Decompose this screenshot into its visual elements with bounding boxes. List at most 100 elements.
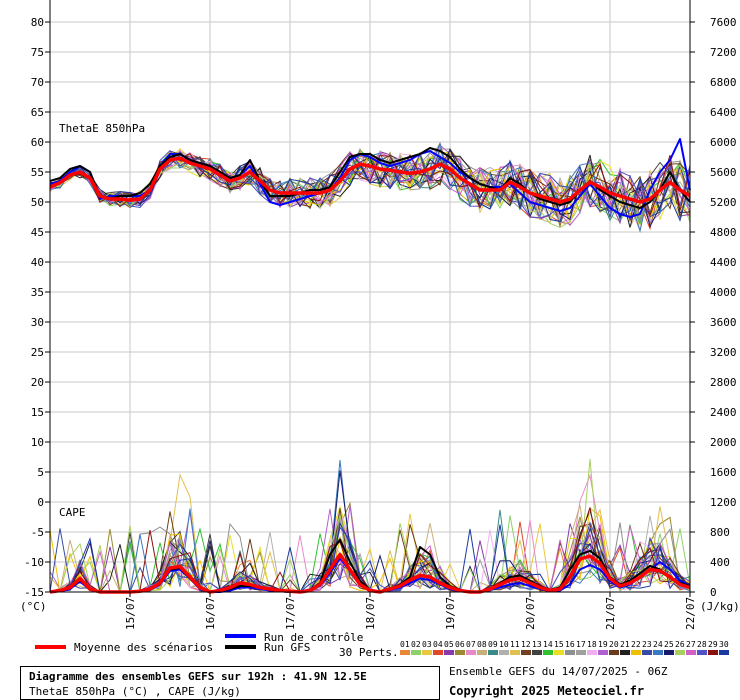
right-tick-label: 3200 <box>710 346 737 359</box>
pert-number-label: 17 <box>576 640 586 649</box>
left-tick-label: 55 <box>31 166 44 179</box>
ensemble-chart: 80757065605550454035302520151050-5-10-15… <box>20 0 740 659</box>
right-tick-label: 6400 <box>710 106 737 119</box>
left-tick-label: 25 <box>31 346 44 359</box>
pert-number-label: 29 <box>708 640 718 649</box>
right-tick-label: 6000 <box>710 136 737 149</box>
pert-color-swatch <box>576 650 586 655</box>
left-tick-label: 70 <box>31 76 44 89</box>
pert-color-swatch <box>532 650 542 655</box>
left-tick-label: 10 <box>31 436 44 449</box>
pert-number-label: 27 <box>686 640 696 649</box>
pert-number-label: 11 <box>510 640 520 649</box>
thetae-panel-label: ThetaE 850hPa <box>59 122 145 135</box>
x-tick-label: 17/07 <box>284 597 297 630</box>
legend-control-label: Run de contrôle <box>264 631 363 644</box>
pert-color-swatch <box>587 650 597 655</box>
pert-number-label: 21 <box>620 640 630 649</box>
right-tick-label: 0 <box>710 586 717 599</box>
right-tick-label: 400 <box>710 556 730 569</box>
right-axis-unit: (J/kg) <box>700 600 740 613</box>
thetae-mean-line <box>49 156 691 204</box>
right-tick-label: 2000 <box>710 436 737 449</box>
pert-number-label: 30 <box>719 640 729 649</box>
pert-color-swatch <box>675 650 685 655</box>
pert-number-label: 12 <box>521 640 531 649</box>
left-tick-label: 20 <box>31 376 44 389</box>
left-axis-unit: (°C) <box>20 600 47 613</box>
pert-number-label: 06 <box>455 640 465 649</box>
left-tick-label: 15 <box>31 406 44 419</box>
left-tick-label: 80 <box>31 16 44 29</box>
pert-color-swatch <box>466 650 476 655</box>
pert-number-label: 22 <box>631 640 641 649</box>
cape-panel-label: CAPE <box>59 506 86 519</box>
left-tick-label: -5 <box>31 526 44 539</box>
pert-color-swatch <box>708 650 718 655</box>
pert-color-swatch <box>455 650 465 655</box>
chart-title: Diagramme des ensembles GEFS sur 192h : … <box>29 670 367 683</box>
pert-number-label: 19 <box>598 640 608 649</box>
pert-color-swatch <box>664 650 674 655</box>
pert-number-label: 25 <box>664 640 674 649</box>
pert-color-swatch <box>400 650 410 655</box>
x-tick-label: 21/07 <box>604 597 617 630</box>
pert-color-swatch <box>411 650 421 655</box>
pert-color-swatch <box>510 650 520 655</box>
right-axis-ticks: 7600720068006400600056005200480044004000… <box>690 16 737 599</box>
pert-color-swatch <box>433 650 443 655</box>
pert-color-swatch <box>686 650 696 655</box>
right-tick-label: 3600 <box>710 316 737 329</box>
pert-28-cape-line <box>49 520 691 593</box>
pert-number-label: 20 <box>609 640 619 649</box>
x-tick-label: 16/07 <box>204 597 217 630</box>
run-info: Ensemble GEFS du 14/07/2025 - 06Z <box>449 665 668 678</box>
pert-color-swatch <box>477 650 487 655</box>
pert-color-swatch <box>499 650 509 655</box>
right-tick-label: 5200 <box>710 196 737 209</box>
pert-number-label: 02 <box>411 640 421 649</box>
pert-number-label: 10 <box>499 640 509 649</box>
right-tick-label: 7600 <box>710 16 737 29</box>
legend-gfs-label: Run GFS <box>264 641 310 654</box>
left-tick-label: 35 <box>31 286 44 299</box>
left-tick-label: -10 <box>24 556 44 569</box>
left-tick-label: 40 <box>31 256 44 269</box>
pert-number-label: 01 <box>400 640 410 649</box>
pert-number-label: 14 <box>543 640 553 649</box>
right-tick-label: 2400 <box>710 406 737 419</box>
pert-color-swatch <box>521 650 531 655</box>
pert-color-swatch <box>609 650 619 655</box>
legend-mean-label: Moyenne des scénarios <box>74 641 213 654</box>
pert-color-swatch <box>422 650 432 655</box>
right-tick-label: 1600 <box>710 466 737 479</box>
left-tick-label: 75 <box>31 46 44 59</box>
legend-perturbations: 01 02 03 04 05 06 07 08 09 10 11 12 13 14 15 16 17 18 19 20… <box>400 640 729 655</box>
pert-color-swatch <box>598 650 608 655</box>
chart-subtitle: ThetaE 850hPa (°C) , CAPE (J/kg) <box>29 685 241 698</box>
pert-number-label: 15 <box>554 640 564 649</box>
pert-color-swatch <box>620 650 630 655</box>
pert-number-label: 08 <box>477 640 487 649</box>
pert-number-label: 05 <box>444 640 454 649</box>
pert-number-label: 07 <box>466 640 476 649</box>
pert-color-swatch <box>719 650 729 655</box>
pert-color-swatch <box>554 650 564 655</box>
legend-perts-label: 30 Perts. <box>339 646 399 659</box>
left-tick-label: 60 <box>31 136 44 149</box>
right-tick-label: 4400 <box>710 256 737 269</box>
chart-info-box: Diagramme des ensembles GEFS sur 192h : … <box>20 666 440 700</box>
left-tick-label: -15 <box>24 586 44 599</box>
pert-number-label: 28 <box>697 640 707 649</box>
left-tick-label: 45 <box>31 226 44 239</box>
right-tick-label: 5600 <box>710 166 737 179</box>
right-tick-label: 7200 <box>710 46 737 59</box>
pert-color-swatch <box>565 650 575 655</box>
pert-color-swatch <box>444 650 454 655</box>
pert-number-label: 23 <box>642 640 652 649</box>
right-tick-label: 6800 <box>710 76 737 89</box>
pert-number-label: 13 <box>532 640 542 649</box>
x-tick-label: 18/07 <box>364 597 377 630</box>
pert-number-label: 04 <box>433 640 443 649</box>
